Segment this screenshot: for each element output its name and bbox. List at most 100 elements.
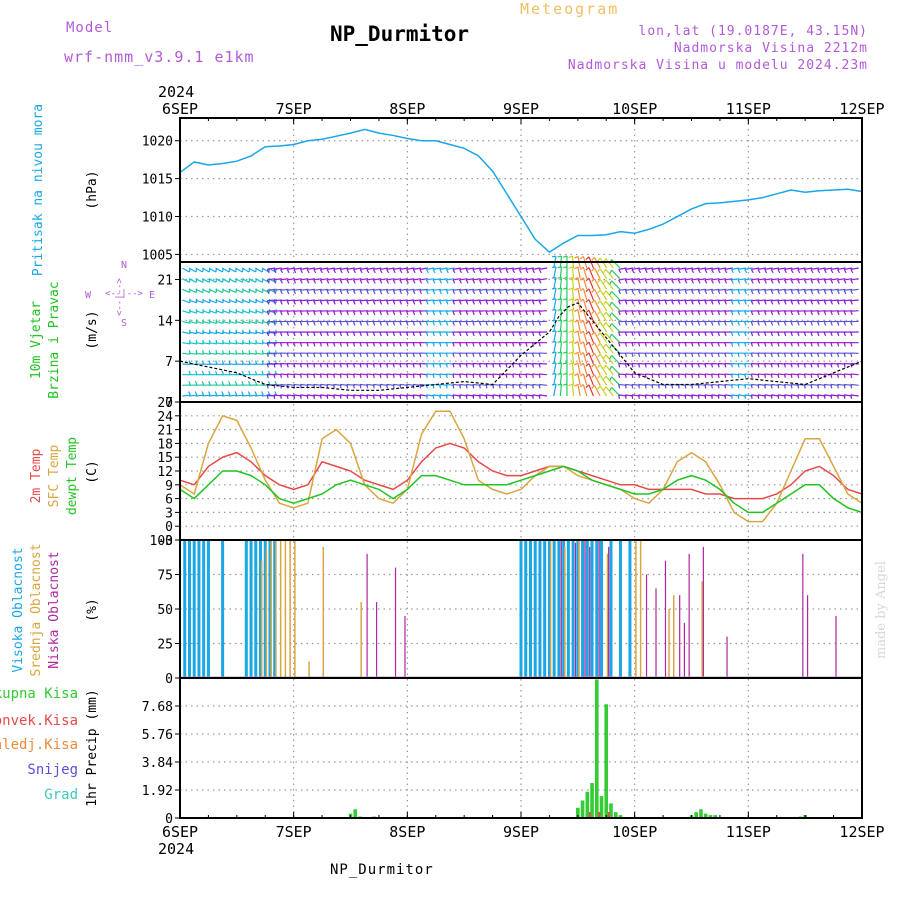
wind-barb-flag bbox=[657, 269, 661, 274]
wind-barb bbox=[704, 267, 713, 270]
wind-barb bbox=[751, 278, 760, 281]
wind-barb-flag bbox=[458, 300, 462, 305]
wind-barb-flag bbox=[386, 290, 389, 295]
wind-barb-flag bbox=[505, 290, 509, 295]
wind-barb-flag bbox=[704, 331, 707, 337]
wind-barb-flag bbox=[597, 268, 601, 273]
wind-barb-flag bbox=[671, 310, 674, 316]
wind-barb-flag bbox=[379, 321, 382, 326]
wind-barb bbox=[393, 267, 402, 270]
precip-legend-entry: Konvek.Kisa bbox=[0, 713, 78, 729]
wind-barb-flag bbox=[843, 331, 846, 337]
cloud-bar bbox=[273, 540, 277, 678]
wind-barb-flag bbox=[399, 279, 403, 284]
wind-barb bbox=[804, 267, 813, 270]
cloud-bar bbox=[702, 546, 704, 678]
wind-barb-flag bbox=[836, 321, 840, 326]
wind-barb bbox=[658, 267, 667, 270]
wind-barb-flag bbox=[843, 321, 847, 326]
wind-barb-flag bbox=[379, 394, 382, 399]
wind-barb-flag bbox=[332, 363, 336, 368]
wind-barb-flag bbox=[803, 310, 807, 316]
wind-barb-flag bbox=[478, 279, 482, 284]
wind-barb-flag bbox=[439, 384, 442, 389]
wind-barb-flag bbox=[684, 310, 688, 316]
cloud-ylabel: (%) bbox=[85, 598, 100, 621]
wind-barb bbox=[704, 278, 713, 281]
wind-barb-flag bbox=[525, 279, 529, 284]
wind-barb bbox=[188, 310, 197, 314]
wind-barb bbox=[452, 288, 461, 291]
wind-barb-flag bbox=[777, 269, 781, 274]
wind-barb-flag bbox=[830, 363, 833, 368]
wind-barb bbox=[182, 320, 191, 324]
wind-barb bbox=[588, 373, 595, 386]
wind-barb bbox=[255, 331, 264, 335]
wind-barb bbox=[658, 278, 667, 281]
cloud-bar bbox=[265, 546, 268, 678]
wind-barb-flag bbox=[385, 331, 389, 337]
wind-barb-flag bbox=[538, 331, 541, 337]
wind-barb-flag bbox=[579, 362, 584, 366]
cloud-bar bbox=[628, 540, 632, 678]
cloud-bar bbox=[404, 615, 406, 678]
wind-barb-flag bbox=[724, 331, 727, 337]
wind-barb-flag bbox=[757, 394, 760, 399]
wind-barb-flag bbox=[366, 321, 369, 326]
wind-barb-flag bbox=[478, 269, 482, 274]
temp-side-label-sfc: SFC Temp bbox=[47, 445, 62, 508]
cloud-bar bbox=[584, 540, 586, 678]
wind-barb-flag bbox=[286, 342, 289, 347]
wind-barb bbox=[439, 288, 448, 291]
wind-barb bbox=[744, 278, 753, 281]
wind-barb-flag bbox=[757, 384, 760, 389]
wind-barb-flag bbox=[273, 342, 276, 347]
wind-barb bbox=[399, 278, 408, 281]
wind-barb-flag bbox=[472, 384, 475, 389]
wind-barb-flag bbox=[777, 300, 780, 305]
wind-barb-flag bbox=[697, 342, 701, 347]
wind-barb-flag bbox=[691, 279, 695, 284]
wind-barb-flag bbox=[313, 269, 317, 274]
wind-barb bbox=[588, 267, 595, 279]
wind-barb-flag bbox=[637, 394, 640, 399]
wind-barb bbox=[771, 267, 780, 270]
wind-barb bbox=[182, 310, 191, 314]
y-tick-label: 1.92 bbox=[142, 784, 173, 799]
wind-barb bbox=[571, 287, 575, 301]
wind-barb bbox=[559, 309, 563, 322]
wind-barb-flag bbox=[750, 279, 754, 284]
wind-barb-flag bbox=[644, 384, 647, 389]
wind-barb-flag bbox=[552, 340, 557, 343]
x-tick-label-top: 9SEP bbox=[503, 100, 539, 118]
wind-barb-flag bbox=[366, 310, 369, 316]
wind-barb bbox=[486, 278, 495, 281]
wind-barb bbox=[678, 278, 687, 281]
wind-barb-flag bbox=[254, 380, 258, 386]
wind-barb-flag bbox=[836, 290, 840, 295]
wind-barb-flag bbox=[286, 363, 289, 368]
wind-barb-flag bbox=[557, 340, 562, 343]
wind-barb-flag bbox=[730, 363, 733, 368]
wind-barb-flag bbox=[459, 279, 462, 284]
wind-barb bbox=[182, 278, 190, 283]
wind-barb-flag bbox=[326, 363, 329, 368]
wind-barb-flag bbox=[691, 300, 694, 305]
wind-barb bbox=[221, 288, 230, 294]
precip-bar bbox=[585, 791, 590, 818]
wind-barb-flag bbox=[750, 352, 753, 358]
wind-barb-flag bbox=[603, 333, 607, 338]
wind-barb-flag bbox=[624, 290, 628, 295]
wind-barb-flag bbox=[286, 300, 290, 305]
wind-barb-flag bbox=[425, 300, 429, 305]
wind-barb bbox=[346, 278, 355, 281]
wind-barb-flag bbox=[511, 342, 515, 347]
wind-barb-flag bbox=[352, 300, 356, 305]
wind-barb-flag bbox=[439, 331, 442, 337]
wind-barb-flag bbox=[657, 384, 660, 389]
wind-barb-flag bbox=[359, 279, 363, 284]
wind-barb bbox=[413, 267, 422, 270]
wind-barb bbox=[671, 299, 680, 302]
wind-barb-flag bbox=[717, 310, 721, 316]
wind-barb bbox=[605, 343, 614, 354]
